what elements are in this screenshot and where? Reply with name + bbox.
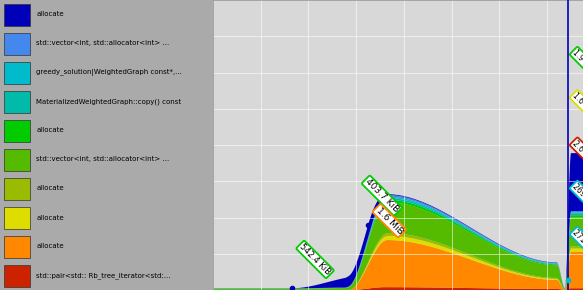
Text: 1.9 MiB: 1.9 MiB (571, 48, 583, 75)
Text: MaterializedWeightedGraph::copy() const: MaterializedWeightedGraph::copy() const (36, 98, 181, 105)
Text: 2.6 MiB: 2.6 MiB (571, 139, 583, 165)
FancyBboxPatch shape (4, 207, 30, 229)
FancyBboxPatch shape (4, 4, 30, 26)
Text: 269.2 KiB: 269.2 KiB (571, 182, 583, 214)
FancyBboxPatch shape (4, 265, 30, 287)
FancyBboxPatch shape (4, 91, 30, 113)
FancyBboxPatch shape (4, 62, 30, 84)
Text: std::vector<int, std::allocator<int> ...: std::vector<int, std::allocator<int> ... (36, 157, 170, 162)
Text: 403.7 KiB: 403.7 KiB (363, 177, 401, 214)
Text: allocate: allocate (36, 128, 64, 133)
Text: greedy_solution|WeightedGraph const*,...: greedy_solution|WeightedGraph const*,... (36, 69, 182, 76)
Text: 271.2 MiB: 271.2 MiB (571, 228, 583, 261)
Text: 542.4 KiB: 542.4 KiB (298, 242, 332, 277)
Text: std::pair<std:: Rb_tree_iterator<std:...: std::pair<std:: Rb_tree_iterator<std:... (36, 272, 171, 279)
FancyBboxPatch shape (4, 149, 30, 171)
FancyBboxPatch shape (4, 236, 30, 258)
Text: 1.6 MiB: 1.6 MiB (374, 206, 405, 236)
Text: allocate: allocate (36, 215, 64, 220)
FancyBboxPatch shape (4, 178, 30, 200)
Text: 1.6 MB: 1.6 MB (571, 91, 583, 116)
FancyBboxPatch shape (4, 33, 30, 55)
Text: std::vector<int, std::allocator<int> ...: std::vector<int, std::allocator<int> ... (36, 41, 170, 46)
FancyBboxPatch shape (4, 120, 30, 142)
Text: allocate: allocate (36, 244, 64, 249)
Text: allocate: allocate (36, 12, 64, 17)
Text: allocate: allocate (36, 186, 64, 191)
